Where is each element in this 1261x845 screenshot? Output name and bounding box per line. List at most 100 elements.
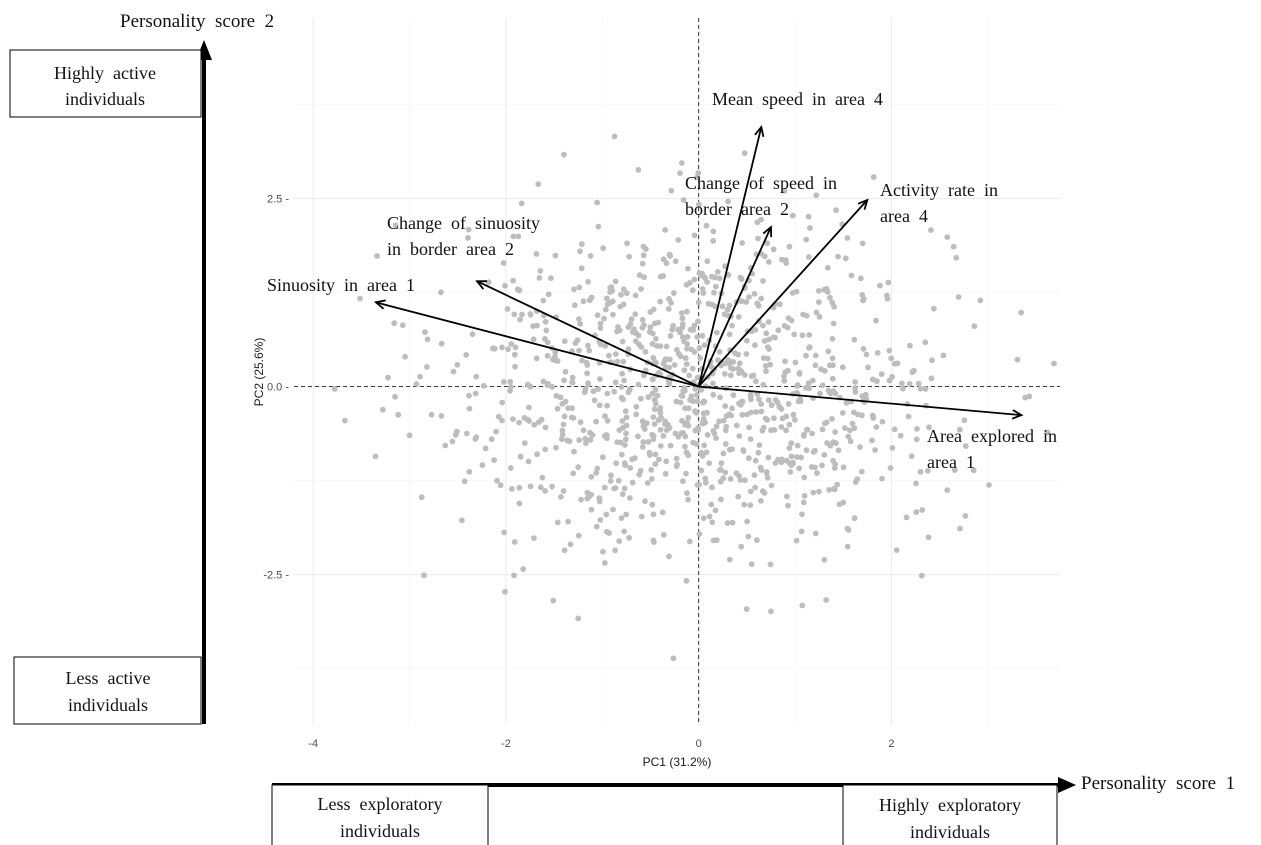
scatter-point xyxy=(832,390,839,397)
scatter-point xyxy=(827,390,834,397)
scatter-point xyxy=(915,380,922,387)
scatter-point xyxy=(729,322,735,329)
scatter-point xyxy=(554,405,561,412)
scatter-point xyxy=(695,170,702,176)
scatter-point xyxy=(502,282,508,289)
scatter-point xyxy=(571,302,578,309)
scatter-point xyxy=(704,432,711,438)
scatter-point xyxy=(683,577,690,584)
scatter-point xyxy=(642,348,649,355)
scatter-point xyxy=(783,457,790,464)
scatter-point xyxy=(792,359,799,366)
scatter-point xyxy=(735,493,742,500)
scatter-point xyxy=(633,403,640,410)
scatter-point xyxy=(422,329,428,336)
scatter-point xyxy=(618,515,625,521)
scatter-point xyxy=(700,415,707,422)
scatter-point xyxy=(499,417,505,424)
scatter-point xyxy=(708,301,715,308)
scatter-point xyxy=(891,426,898,433)
scatter-point xyxy=(587,436,594,443)
scatter-point xyxy=(704,279,710,285)
scatter-point xyxy=(618,384,625,390)
scatter-point xyxy=(708,363,715,370)
scatter-point xyxy=(684,334,691,340)
scatter-point xyxy=(449,438,456,445)
scatter-point xyxy=(873,424,880,430)
scatter-point xyxy=(604,402,610,409)
scatter-point xyxy=(619,338,626,345)
scatter-point xyxy=(774,399,781,406)
scatter-point xyxy=(651,421,658,427)
scatter-point xyxy=(639,418,646,425)
scatter-point xyxy=(806,344,813,350)
scatter-point xyxy=(640,252,647,259)
scatter-point xyxy=(799,602,806,609)
scatter-point xyxy=(618,394,625,401)
scatter-point xyxy=(599,454,606,461)
scatter-point xyxy=(805,380,812,387)
scatter-point xyxy=(672,430,679,437)
scatter-point xyxy=(715,357,721,364)
scatter-point xyxy=(512,363,518,370)
less-active-box: Less active individuals xyxy=(13,656,202,725)
scatter-point xyxy=(787,469,794,475)
scatter-point xyxy=(670,322,676,329)
scatter-point xyxy=(638,286,644,292)
scatter-point xyxy=(538,416,545,423)
scatter-point xyxy=(711,289,717,296)
scatter-point xyxy=(644,480,651,486)
scatter-point xyxy=(649,476,655,482)
scatter-point xyxy=(554,519,561,526)
scatter-point xyxy=(788,440,795,447)
scatter-point xyxy=(741,150,748,157)
scatter-point xyxy=(888,355,895,362)
scatter-point xyxy=(507,465,514,471)
scatter-point xyxy=(660,433,667,439)
scatter-point xyxy=(794,454,800,460)
scatter-point xyxy=(718,496,724,503)
scatter-point xyxy=(665,306,672,312)
scatter-point xyxy=(611,133,618,140)
scatter-point xyxy=(679,417,685,424)
scatter-point xyxy=(728,365,734,371)
scatter-point xyxy=(652,461,659,467)
scatter-point xyxy=(803,447,810,454)
scatter-point xyxy=(696,345,703,351)
scatter-point xyxy=(817,390,823,397)
scatter-point xyxy=(908,453,915,460)
scatter-point xyxy=(622,436,629,443)
scatter-point xyxy=(698,467,705,474)
scatter-point xyxy=(887,465,894,471)
scatter-point xyxy=(833,440,839,447)
loading-arrows xyxy=(373,125,1024,420)
scatter-point xyxy=(762,363,769,369)
scatter-point xyxy=(645,394,652,401)
scatter-point xyxy=(751,290,758,297)
scatter-point xyxy=(616,538,623,544)
scatter-point xyxy=(526,418,532,424)
scatter-point xyxy=(603,432,610,439)
scatter-point xyxy=(637,395,644,402)
scatter-point xyxy=(588,506,595,513)
scatter-point xyxy=(596,498,603,505)
scatter-point xyxy=(649,376,656,383)
scatter-point xyxy=(602,413,608,420)
scatter-point xyxy=(758,408,765,415)
scatter-point xyxy=(650,354,657,361)
scatter-point xyxy=(618,451,625,458)
scatter-point xyxy=(622,442,628,448)
scatter-point xyxy=(944,487,951,493)
scatter-point xyxy=(699,332,706,339)
scatter-point xyxy=(578,496,584,503)
scatter-point xyxy=(779,256,785,263)
scatter-point xyxy=(680,388,687,394)
scatter-point xyxy=(686,372,693,379)
scatter-point xyxy=(784,493,790,500)
scatter-point xyxy=(700,272,706,279)
scatter-point xyxy=(551,357,558,364)
scatter-point xyxy=(604,301,611,308)
y-tick-label: -2.5 - xyxy=(263,570,289,582)
scatter-point xyxy=(765,397,772,403)
scatter-point xyxy=(461,478,468,485)
